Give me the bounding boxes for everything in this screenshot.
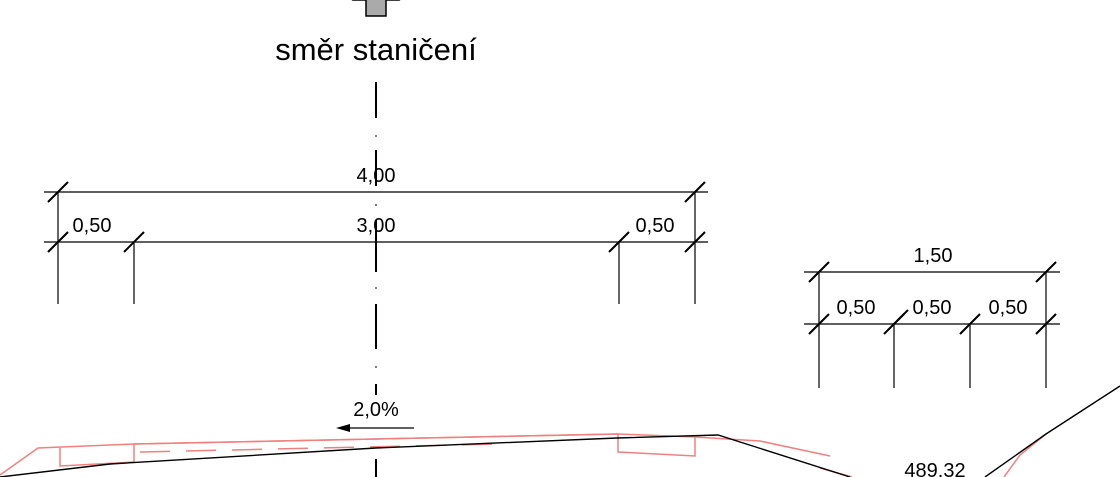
dimension-right-seg3: 0,50 <box>989 297 1028 319</box>
dimension-right-seg1: 0,50 <box>837 297 876 319</box>
direction-label: směr staničení <box>275 32 477 67</box>
direction-arrow-icon <box>351 0 401 17</box>
dimension-right-seg2: 0,50 <box>913 297 952 319</box>
elevation-label: 489,32 <box>904 460 965 477</box>
slope-arrow-icon <box>336 424 350 432</box>
existing-terrain-black <box>0 385 1120 477</box>
upper-dimension-ticks <box>47 181 706 253</box>
right-dimension-lines <box>804 271 1060 388</box>
dimension-left-edge: 0,50 <box>73 215 112 237</box>
dimension-total-right: 1,50 <box>914 245 953 267</box>
dimension-middle: 3,00 <box>357 215 396 237</box>
slope-label: 2,0% <box>353 399 399 421</box>
proposed-section-red <box>0 433 1047 477</box>
upper-dimension-lines <box>44 191 708 304</box>
right-dimension-ticks <box>808 261 1057 335</box>
dimension-right-edge: 0,50 <box>636 215 675 237</box>
dimension-total-upper: 4,00 <box>357 165 396 187</box>
